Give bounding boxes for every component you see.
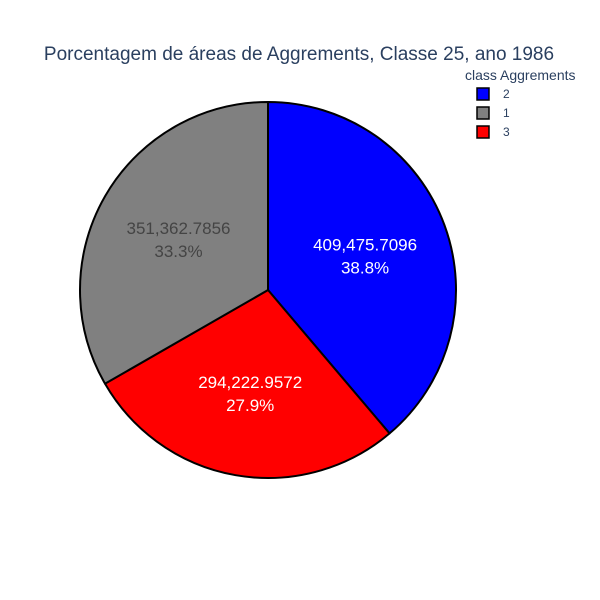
pie-slices (79, 101, 457, 479)
legend-items: 2 1 3 (476, 87, 510, 139)
pie-slice-1 (79, 101, 269, 385)
slice-percent-label: 38.8% (341, 258, 389, 277)
slice-value-label: 294,222.9572 (198, 373, 302, 392)
pie-slice-2 (267, 101, 457, 435)
legend-label: 1 (503, 106, 510, 120)
pie-slice-3 (104, 289, 391, 479)
legend-item-3[interactable]: 3 (476, 125, 510, 139)
legend-swatch (476, 125, 490, 139)
legend-swatch (476, 87, 490, 101)
slice-value-label: 351,362.7856 (127, 219, 231, 238)
legend-label: 2 (503, 87, 510, 101)
chart-title: Porcentagem de áreas de Aggrements, Clas… (44, 44, 554, 65)
legend: class Aggrements 2 1 3 (465, 67, 576, 139)
slice-value-label: 409,475.7096 (313, 235, 417, 254)
legend-label: 3 (503, 125, 510, 139)
slice-percent-label: 27.9% (226, 396, 274, 415)
legend-item-2[interactable]: 2 (476, 87, 510, 101)
pie-slice-labels: 409,475.7096 38.8% 294,222.9572 27.9% 351,36… (127, 219, 418, 415)
slice-percent-label: 33.3% (154, 242, 202, 261)
legend-title: class Aggrements (465, 67, 576, 83)
legend-item-1[interactable]: 1 (476, 106, 510, 120)
legend-swatch (476, 106, 490, 120)
